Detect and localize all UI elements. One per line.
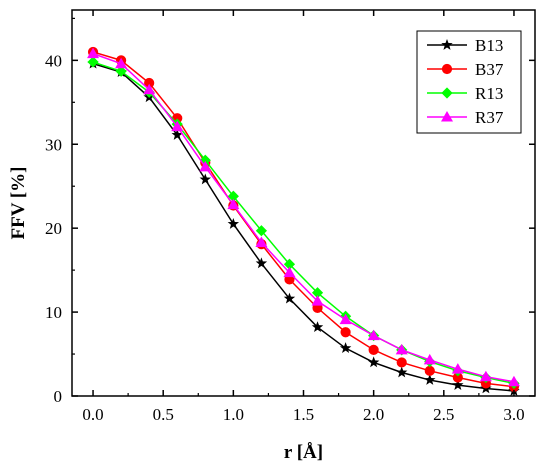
data-point (452, 379, 464, 390)
data-point (283, 292, 296, 304)
x-tick-label: 2.0 (363, 405, 384, 424)
data-point (171, 120, 184, 132)
legend: B13 B37 R13 R37 (416, 30, 522, 134)
legend-marker (441, 63, 453, 75)
x-axis-title: r [Å] (284, 442, 323, 463)
data-point (507, 375, 520, 387)
series-r37 (87, 47, 520, 387)
legend-item: B13 (427, 36, 503, 55)
data-point (115, 65, 127, 77)
data-point (283, 266, 296, 278)
data-point (396, 357, 407, 368)
data-point (367, 329, 380, 341)
legend-label: R13 (475, 84, 503, 103)
y-tick-label: 40 (45, 51, 62, 70)
data-point (451, 363, 464, 374)
data-point (340, 327, 351, 338)
data-point (424, 374, 436, 385)
data-point (87, 56, 99, 68)
data-point (339, 342, 352, 354)
legend-label: R37 (475, 108, 504, 127)
x-tick-label: 2.5 (433, 405, 454, 424)
series-line (92, 52, 515, 383)
x-tick-label: 0.0 (82, 405, 103, 424)
data-point (87, 47, 100, 59)
legend-box (416, 30, 522, 134)
data-point (199, 160, 212, 172)
data-point (367, 356, 380, 368)
data-point (368, 344, 379, 355)
data-point (396, 366, 408, 378)
data-point (339, 313, 352, 325)
legend-marker (441, 39, 453, 50)
data-point (311, 287, 324, 299)
legend-item: R37 (427, 108, 504, 127)
axes: 0.0 0.5 1.0 1.5 2.0 2.5 3.0 0 10 20 30 40 (45, 9, 536, 424)
data-point (283, 258, 296, 270)
legend-marker (441, 87, 453, 99)
data-point (115, 57, 128, 69)
x-tick-label: 1.5 (293, 405, 314, 424)
data-point (255, 225, 268, 237)
data-point (423, 353, 436, 365)
data-point (199, 173, 211, 185)
y-tick-label: 0 (54, 387, 63, 406)
legend-item: R13 (427, 84, 503, 103)
data-point (227, 198, 240, 210)
y-axis-title: FFV [%] (8, 167, 29, 240)
data-point (479, 370, 492, 382)
data-point (227, 217, 240, 229)
data-point (311, 321, 324, 333)
data-point (255, 257, 268, 269)
y-tick-label: 20 (45, 219, 62, 238)
data-point (424, 365, 435, 376)
legend-label: B13 (475, 36, 503, 55)
plot-area (87, 46, 520, 396)
legend-marker (441, 111, 453, 122)
data-point (227, 190, 239, 202)
series-line (92, 51, 515, 388)
legend-item: B37 (427, 60, 504, 79)
data-point (311, 295, 324, 306)
legend-label: B37 (475, 60, 504, 79)
y-tick-label: 30 (45, 135, 62, 154)
series-line (92, 62, 515, 392)
data-point (171, 129, 183, 140)
data-point (395, 343, 408, 355)
x-tick-label: 1.0 (223, 405, 244, 424)
x-tick-label: 0.5 (153, 405, 174, 424)
data-point (255, 236, 268, 247)
y-tick-label: 10 (45, 303, 62, 322)
x-tick-label: 3.0 (503, 405, 524, 424)
data-point (143, 83, 156, 95)
